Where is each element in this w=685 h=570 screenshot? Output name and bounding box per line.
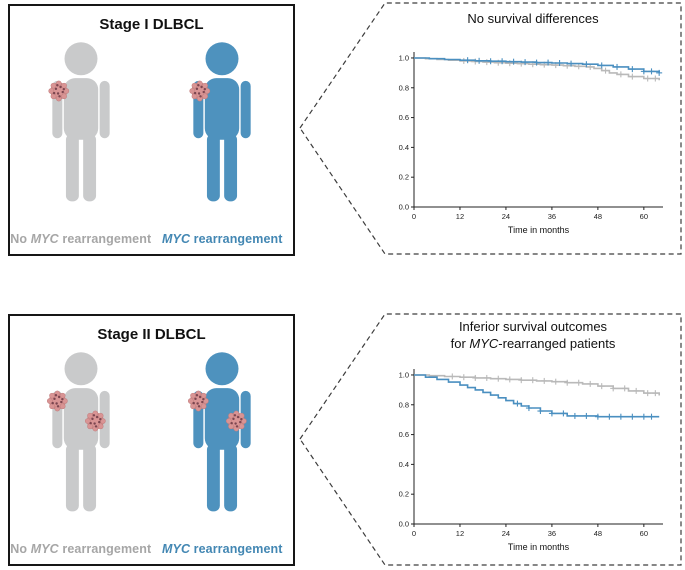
stage1-persons-row: [10, 40, 293, 205]
stage2-label-row: No MYC rearrangement MYC rearrangement: [10, 542, 293, 556]
person-icon-myc: [188, 352, 251, 512]
tumor-icon: [188, 390, 210, 412]
chart2-title: Inferior survival outcomes for MYC-rearr…: [450, 319, 616, 351]
svg-text:36: 36: [548, 529, 556, 538]
person-icon-myc: [189, 42, 251, 202]
person-icon-no-myc: [48, 42, 110, 202]
svg-text:24: 24: [502, 529, 510, 538]
person-column: [152, 350, 294, 515]
stage1-label-row: No MYC rearrangement MYC rearrangement: [10, 232, 293, 246]
km-chart-stage1: 0 12 24 36 48 60 0.0 0.2 0.4 0.6 0.8 1.0 Time in mon…: [399, 52, 663, 235]
label-no-myc: No MYC rearrangement: [10, 542, 152, 556]
person-column: [10, 350, 152, 515]
svg-text:24: 24: [502, 212, 510, 221]
stage1-title: Stage I DLBCL: [99, 16, 204, 33]
callout-outline: [299, 313, 682, 566]
chart1-title: No survival differences: [467, 11, 599, 26]
svg-text:0.2: 0.2: [399, 173, 409, 182]
svg-text:48: 48: [594, 212, 602, 221]
svg-text:0.8: 0.8: [399, 400, 409, 409]
tumor-icon: [226, 410, 248, 432]
svg-text:0: 0: [412, 212, 416, 221]
stage2-persons-row: [10, 350, 293, 515]
svg-text:0.6: 0.6: [399, 113, 409, 122]
person-column: [10, 40, 152, 205]
person-column: [152, 40, 294, 205]
tumor-icon: [84, 410, 106, 432]
svg-text:0.4: 0.4: [399, 460, 409, 469]
svg-text:12: 12: [456, 529, 464, 538]
svg-text:12: 12: [456, 212, 464, 221]
svg-text:60: 60: [640, 212, 648, 221]
svg-text:60: 60: [640, 529, 648, 538]
stage2-panel: Stage II DLBCL No MYC rearrangement MYC …: [8, 314, 295, 566]
label-no-myc: No MYC rearrangement: [10, 232, 152, 246]
stage2-title: Stage II DLBCL: [97, 326, 206, 343]
svg-text:0.6: 0.6: [399, 430, 409, 439]
survival-callout-stage2: Inferior survival outcomes for MYC-rearr…: [297, 311, 685, 568]
svg-text:0.0: 0.0: [399, 203, 409, 212]
svg-text:1.0: 1.0: [399, 370, 409, 379]
svg-text:48: 48: [594, 529, 602, 538]
svg-text:0.8: 0.8: [399, 83, 409, 92]
svg-text:1.0: 1.0: [399, 53, 409, 62]
svg-text:Time in months: Time in months: [508, 225, 570, 235]
tumor-icon: [189, 80, 211, 102]
svg-text:36: 36: [548, 212, 556, 221]
km-chart-stage2: 0 12 24 36 48 60 0.0 0.2 0.4 0.6 0.8 1.0 Time in mon…: [399, 369, 663, 552]
person-icon-no-myc: [46, 352, 110, 512]
svg-text:0.2: 0.2: [399, 490, 409, 499]
tumor-icon: [46, 390, 68, 412]
tumor-icon: [48, 80, 69, 102]
stage1-panel: Stage I DLBCL No MYC rearrangement MYC r…: [8, 4, 295, 256]
svg-text:0.0: 0.0: [399, 520, 409, 529]
survival-callout-stage1: No survival differences 0 12 24 36 48 60 0.0 0.…: [297, 0, 685, 257]
svg-text:Time in months: Time in months: [508, 542, 570, 552]
svg-text:0.4: 0.4: [399, 143, 409, 152]
label-myc: MYC rearrangement: [162, 232, 283, 246]
svg-text:0: 0: [412, 529, 416, 538]
label-myc: MYC rearrangement: [162, 542, 283, 556]
